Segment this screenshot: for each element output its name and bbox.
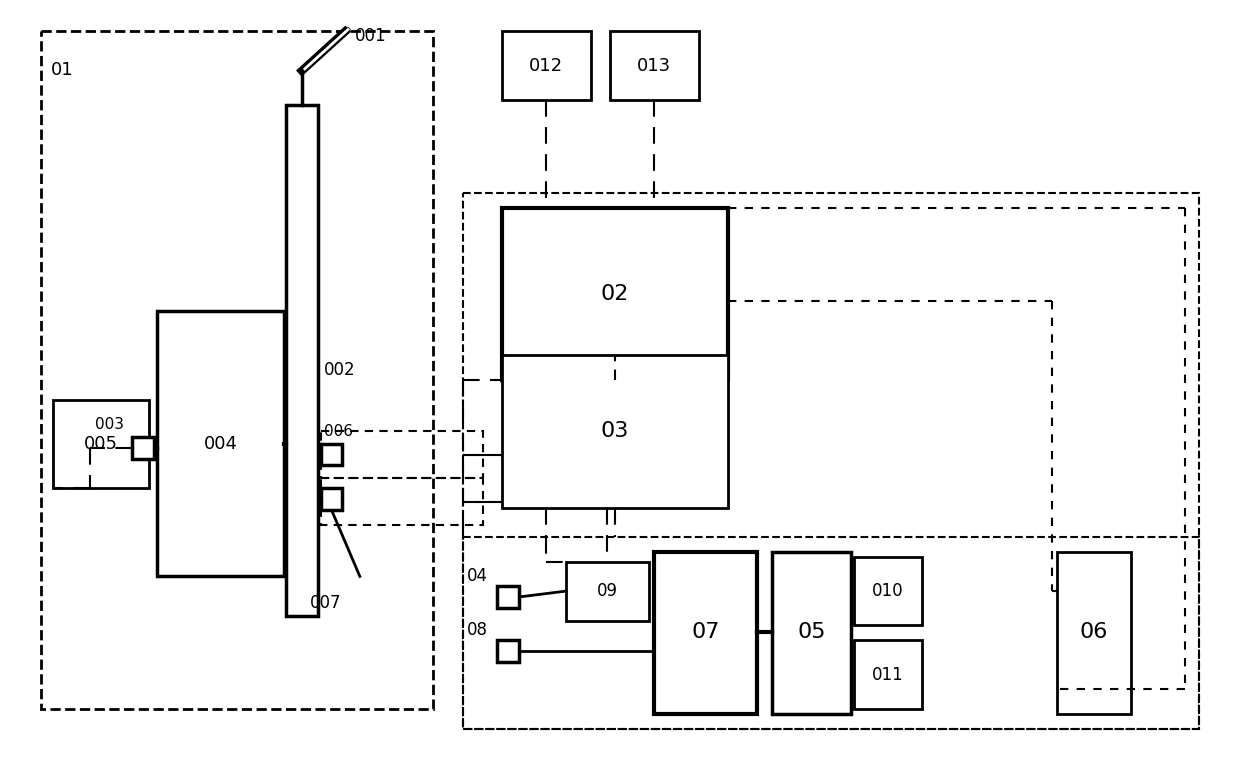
Bar	[497, 640, 518, 661]
Text: 002: 002	[324, 361, 355, 379]
Text: 011: 011	[872, 665, 904, 684]
Bar	[853, 557, 923, 626]
Text: 006: 006	[324, 424, 352, 439]
Text: 001: 001	[355, 27, 387, 46]
Text: 02: 02	[601, 283, 629, 303]
Bar	[41, 31, 434, 709]
Text: 013: 013	[637, 57, 671, 75]
Text: 09: 09	[596, 582, 618, 600]
Bar	[286, 105, 317, 616]
Bar	[655, 552, 758, 714]
Text: 05: 05	[797, 623, 826, 642]
Text: 004: 004	[203, 435, 237, 453]
Bar	[321, 431, 482, 479]
Text: 01: 01	[51, 61, 73, 79]
Text: 07: 07	[691, 623, 719, 642]
Text: 012: 012	[529, 57, 563, 75]
Bar	[853, 640, 923, 709]
Bar	[565, 562, 650, 620]
Bar	[321, 488, 342, 510]
Text: 06: 06	[1079, 623, 1107, 642]
Bar	[502, 208, 728, 380]
Bar	[321, 443, 342, 466]
Text: 010: 010	[872, 582, 904, 600]
Bar	[463, 194, 1199, 728]
Bar	[610, 31, 698, 101]
Text: 007: 007	[310, 594, 341, 612]
Bar	[497, 586, 518, 608]
Text: 08: 08	[467, 621, 489, 639]
Bar	[773, 552, 851, 714]
Bar	[156, 312, 284, 576]
Bar	[502, 356, 728, 507]
Bar	[52, 399, 149, 488]
Text: 04: 04	[467, 568, 489, 585]
Bar	[321, 479, 482, 525]
Bar	[463, 537, 1199, 728]
Bar	[1056, 552, 1131, 714]
Text: 03: 03	[601, 421, 629, 441]
Text: 005: 005	[83, 435, 118, 453]
Bar	[502, 31, 590, 101]
Text: 003: 003	[95, 417, 124, 432]
Bar	[131, 437, 154, 459]
